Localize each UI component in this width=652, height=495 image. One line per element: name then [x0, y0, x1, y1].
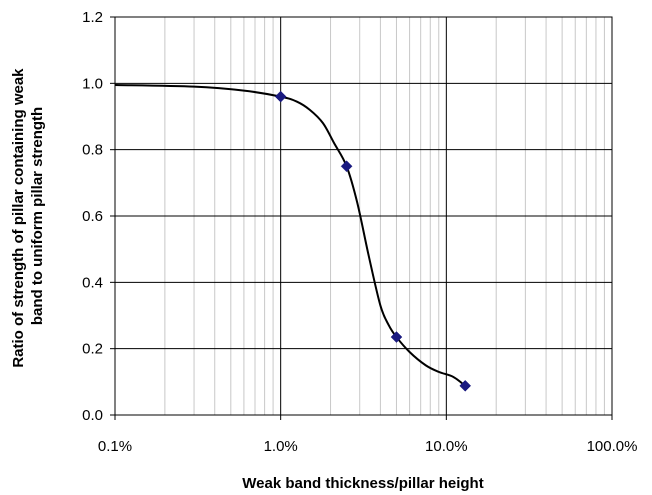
data-point-diamond [459, 379, 472, 392]
x-axis-title: Weak band thickness/pillar height [242, 475, 483, 492]
y-axis-title-line-2: band to uniform pillar strength [29, 107, 46, 325]
x-tick-label: 10.0% [425, 438, 468, 455]
fitted-curve [114, 83, 466, 387]
plot-area-frame [114, 16, 613, 416]
data-point-diamond [390, 331, 403, 343]
x-tick-labels: 0.1% 1.0% 10.0% 100.0% [98, 438, 638, 455]
y-axis-title: Ratio of strength of pillar containing w… [10, 64, 46, 367]
y-axis-title-line-1: Ratio of strength of pillar containing w… [10, 68, 27, 368]
y-tick-label: 0.0 [82, 407, 103, 424]
x-tick-label: 1.0% [264, 438, 298, 455]
y-tick-label: 0.2 [82, 341, 103, 358]
y-tick-label: 0.8 [82, 142, 103, 159]
y-tick-label: 0.4 [82, 274, 103, 291]
x-tick-label: 0.1% [98, 438, 132, 455]
y-tick-label: 1.2 [82, 9, 103, 26]
x-tick-label: 100.0% [587, 438, 638, 455]
y-tick-label: 1.0 [82, 75, 103, 92]
data-point-diamond [340, 160, 353, 173]
curve-layer [114, 83, 466, 387]
data-point-diamond [274, 90, 287, 103]
marker-layer [274, 90, 472, 392]
y-tick-label: 0.6 [82, 208, 103, 225]
y-tick-labels: 0.0 0.2 0.4 0.6 0.8 1.0 1.2 [82, 9, 103, 424]
